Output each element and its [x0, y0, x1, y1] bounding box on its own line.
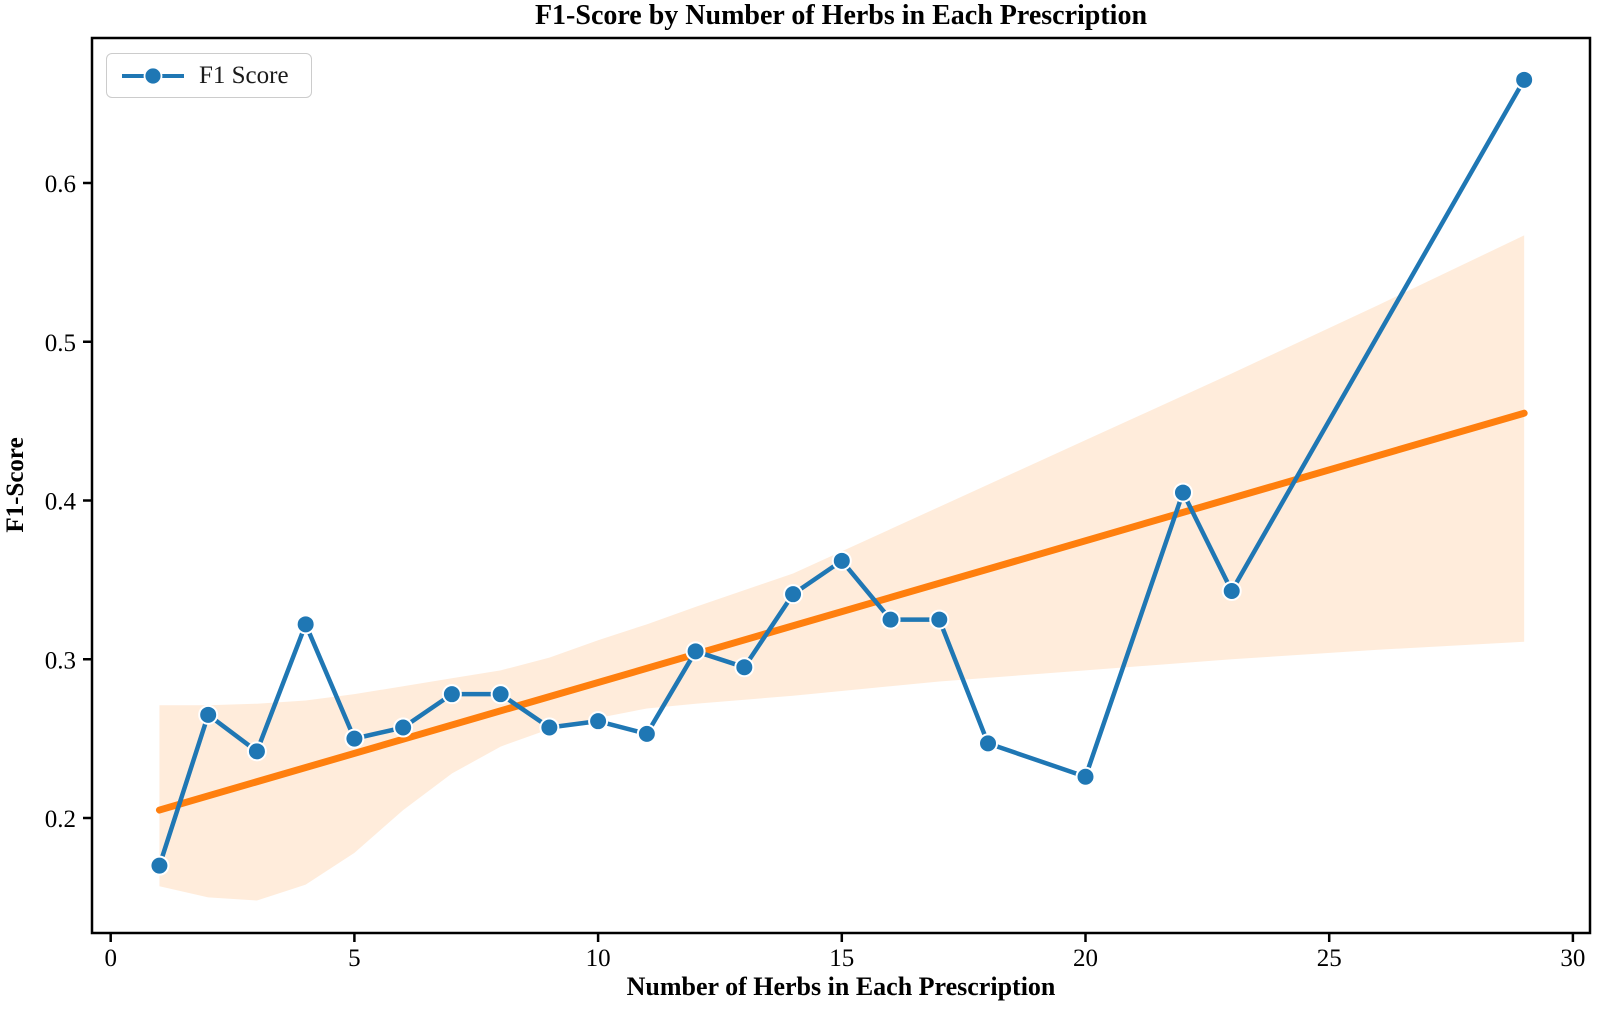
legend: F1 Score — [106, 53, 312, 98]
x-tick-label: 30 — [1560, 945, 1585, 972]
data-point-marker — [685, 641, 706, 662]
data-point-marker — [1221, 580, 1242, 601]
chart-title: F1-Score by Number of Herbs in Each Pres… — [534, 0, 1148, 31]
y-axis-label: F1-Score — [2, 437, 29, 533]
data-point-marker — [490, 684, 511, 705]
y-tick-label: 0.6 — [45, 171, 76, 198]
data-point-marker — [783, 584, 804, 605]
x-tick-label: 0 — [104, 945, 117, 972]
data-point-marker — [636, 723, 657, 744]
x-tick-label: 15 — [829, 945, 854, 972]
data-point-marker — [198, 704, 219, 725]
x-tick-label: 5 — [348, 945, 361, 972]
y-axis-ticks: 0.2 0.3 0.4 0.5 0.6 — [45, 171, 92, 833]
legend-line-marker-icon — [122, 66, 184, 85]
x-axis-label: Number of Herbs in Each Prescription — [626, 972, 1056, 1001]
y-tick-label: 0.3 — [45, 647, 76, 674]
data-point-marker — [1075, 766, 1096, 787]
y-tick-label: 0.2 — [45, 806, 76, 833]
data-point-marker — [1514, 69, 1535, 90]
f1-score-line — [157, 77, 1527, 868]
data-point-marker — [588, 711, 609, 732]
data-point-marker — [344, 728, 365, 749]
data-point-marker — [295, 614, 316, 635]
x-tick-label: 20 — [1073, 945, 1098, 972]
data-point-marker — [1172, 482, 1193, 503]
x-tick-label: 25 — [1317, 945, 1342, 972]
data-point-marker — [149, 855, 170, 876]
data-point-marker — [246, 741, 267, 762]
x-tick-label: 10 — [586, 945, 611, 972]
data-point-marker — [831, 550, 852, 571]
data-point-marker — [929, 609, 950, 630]
f1-score-markers — [149, 69, 1535, 876]
data-point-marker — [880, 609, 901, 630]
y-tick-label: 0.5 — [45, 330, 76, 357]
data-point-marker — [978, 733, 999, 754]
legend-label: F1 Score — [199, 61, 289, 89]
data-point-marker — [393, 717, 414, 738]
y-tick-label: 0.4 — [45, 489, 77, 516]
x-axis-ticks: 0 5 10 15 20 25 30 — [104, 933, 1585, 972]
data-point-marker — [734, 657, 755, 678]
data-point-marker — [539, 717, 560, 738]
data-point-marker — [441, 684, 462, 705]
